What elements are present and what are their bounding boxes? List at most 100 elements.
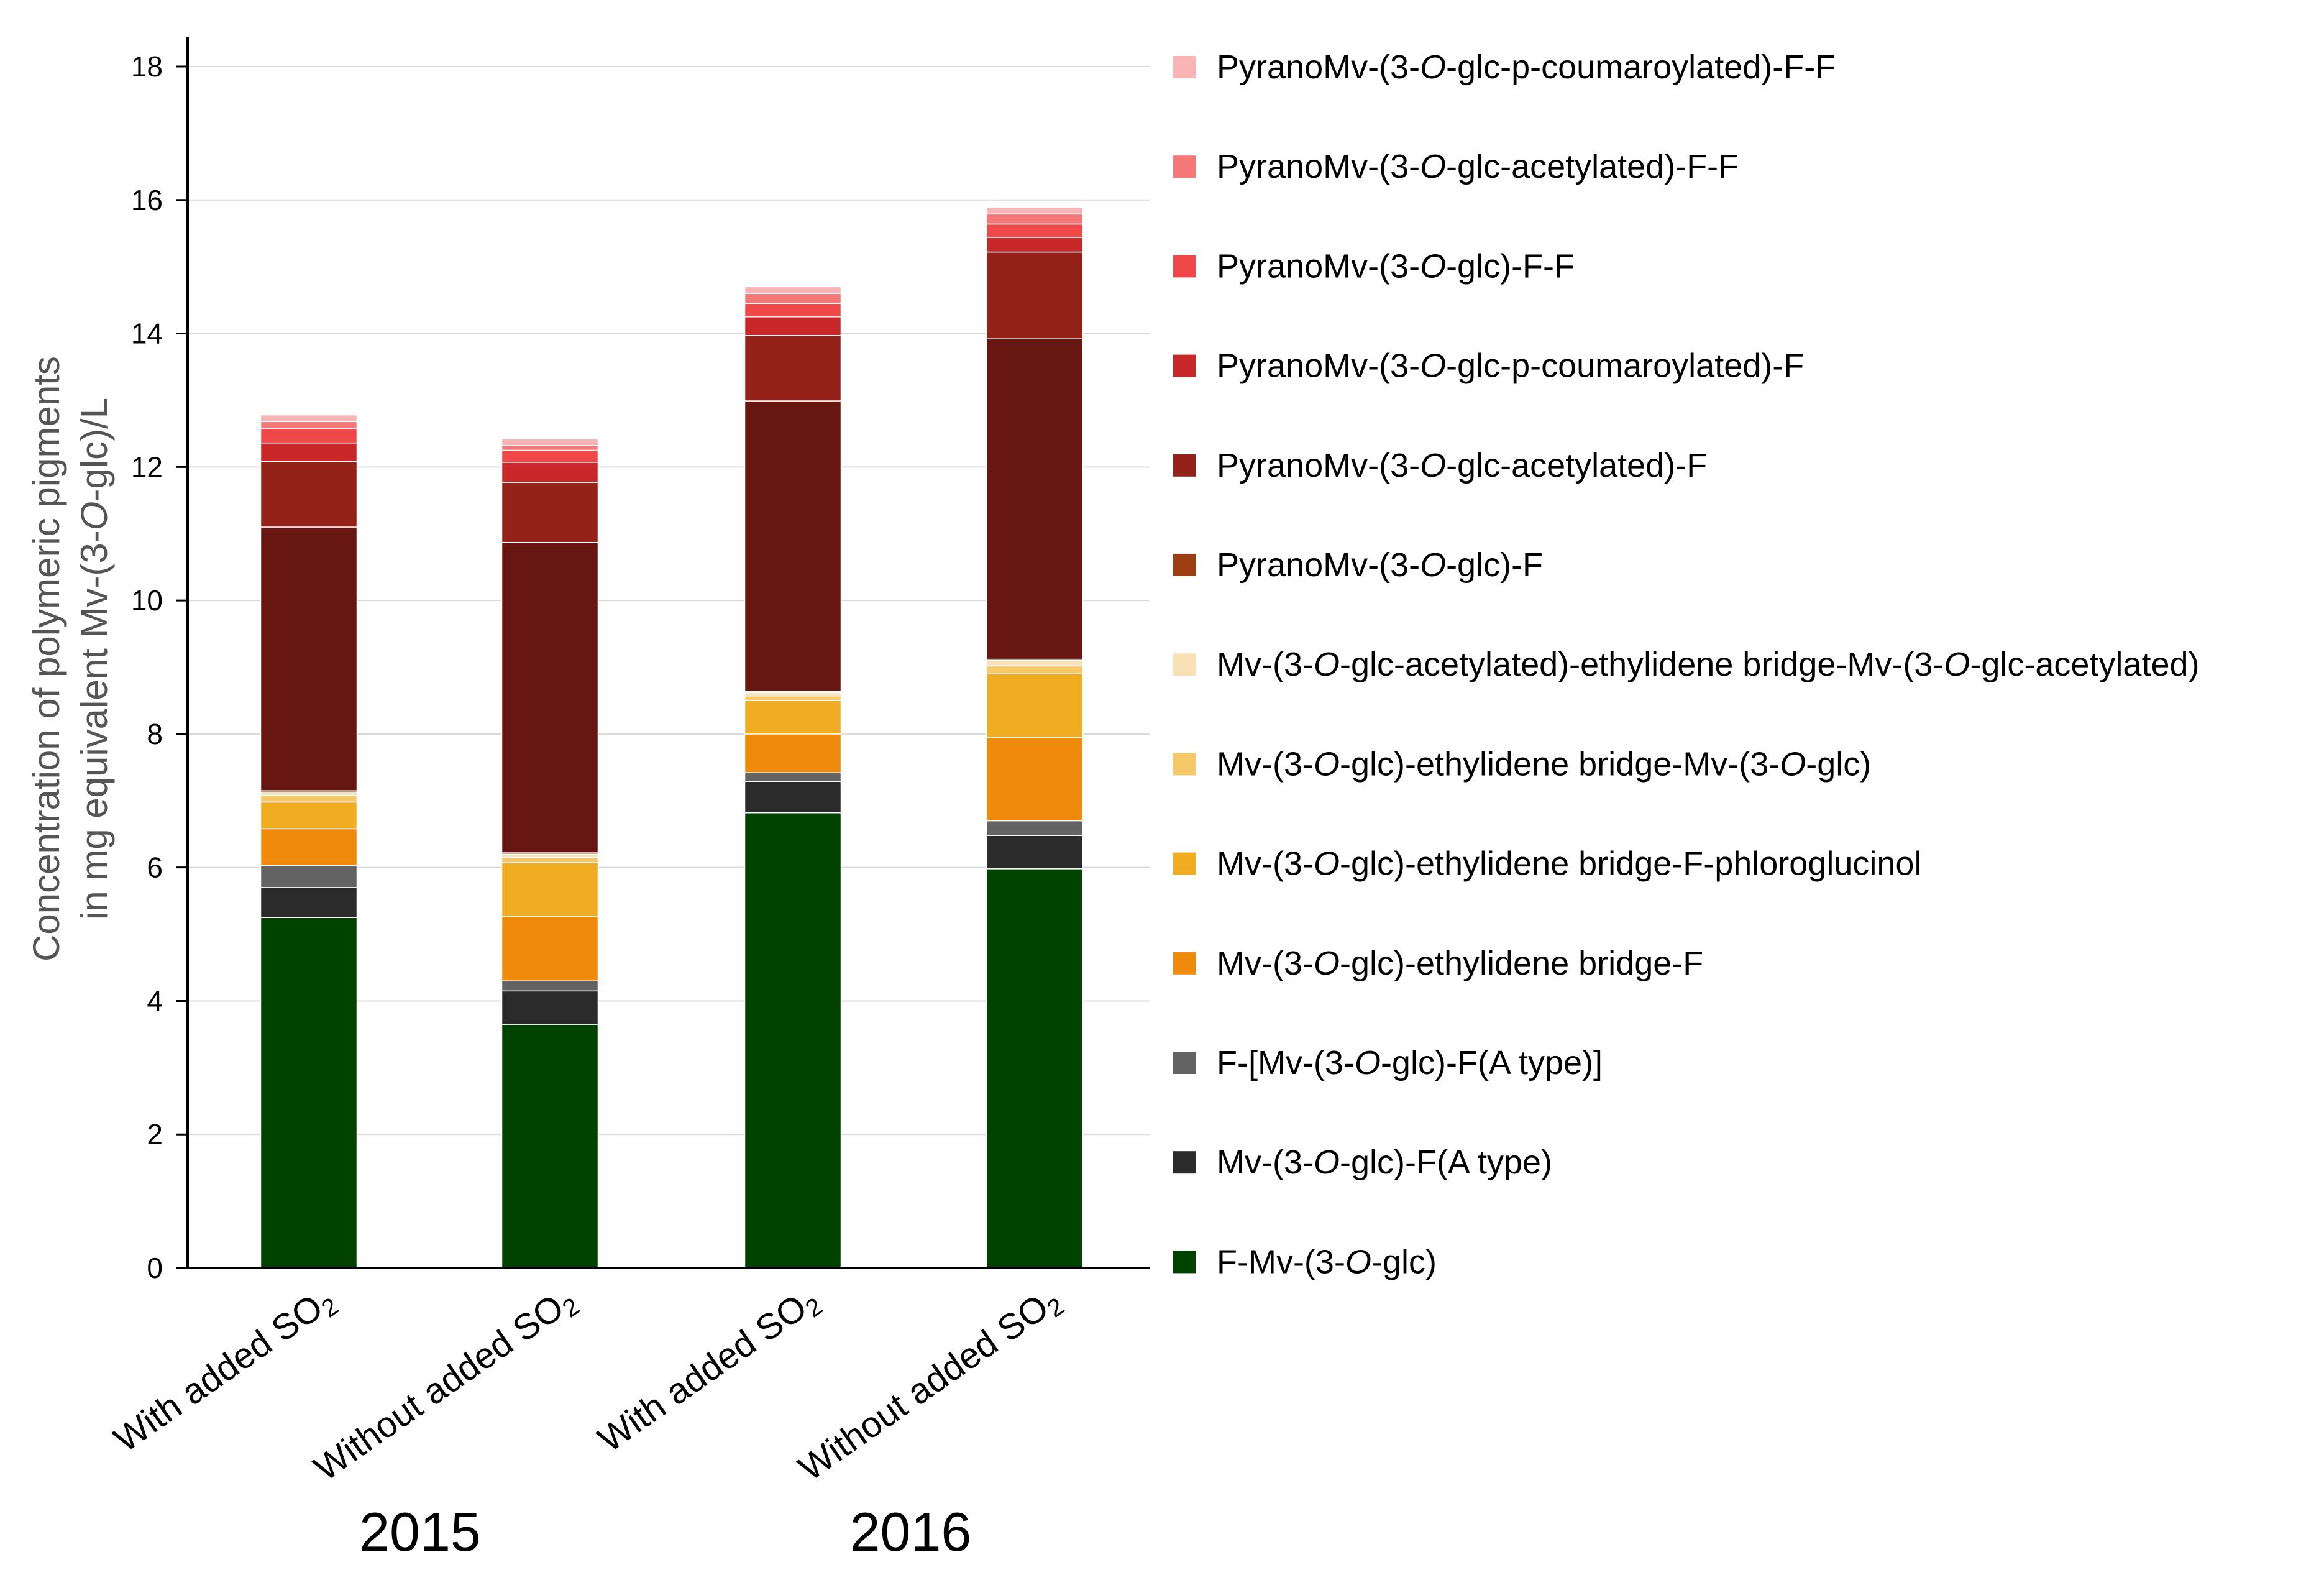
legend-label: PyranoMv-(3-O-glc-p-coumaroylated)-F-F xyxy=(1217,48,1836,86)
legend-label: Mv-(3-O-glc)-ethylidene bridge-F xyxy=(1217,945,1703,982)
bar-segment xyxy=(260,828,358,866)
y-tick-label: 8 xyxy=(147,718,163,750)
bar-segment xyxy=(986,820,1084,836)
bar-segment xyxy=(744,772,842,782)
legend-swatch xyxy=(1173,354,1196,377)
bar-segment xyxy=(986,206,1084,215)
bar-segment xyxy=(260,794,358,803)
bar-stack xyxy=(501,438,599,1269)
legend-item: PyranoMv-(3-O-glc-p-coumaroylated)-F xyxy=(1173,347,1804,385)
x-tick-label: Without added SO2 xyxy=(792,1279,1069,1492)
y-tick-label: 6 xyxy=(147,852,163,884)
legend-swatch xyxy=(1173,56,1196,78)
bar-segment xyxy=(260,865,358,888)
bar-segment xyxy=(986,223,1084,238)
bar-segment xyxy=(744,316,842,336)
legend-swatch xyxy=(1173,454,1196,477)
legend-swatch xyxy=(1173,753,1196,776)
y-tick-label: 0 xyxy=(147,1252,163,1284)
legend-item: F-Mv-(3-O-glc) xyxy=(1173,1243,1437,1280)
bar-segment xyxy=(744,400,842,692)
bar-segment xyxy=(260,442,358,462)
legend-swatch xyxy=(1173,653,1196,676)
bar-stack xyxy=(986,206,1084,1269)
legend-swatch xyxy=(1173,255,1196,278)
x-tick-label: Without added SO2 xyxy=(307,1279,585,1492)
legend-item: PyranoMv-(3-O-glc)-F-F xyxy=(1173,247,1575,285)
bar-segment xyxy=(744,335,842,402)
bar-segment xyxy=(744,303,842,318)
bar-segment xyxy=(986,660,1084,667)
y-tick-label: 18 xyxy=(131,50,163,83)
y-axis-label: Concentration of polymeric pigments in mg… xyxy=(25,356,115,962)
legend-item: Mv-(3-O-glc)-ethylidene bridge-F-phlorog… xyxy=(1173,845,1921,883)
bar-segment xyxy=(744,812,842,1269)
bar-segment xyxy=(501,856,599,863)
legend-label: PyranoMv-(3-O-glc)-F-F xyxy=(1217,247,1575,285)
legend-item: PyranoMv-(3-O-glc)-F xyxy=(1173,546,1543,584)
legend-label: PyranoMv-(3-O-glc-acetylated)-F xyxy=(1217,447,1707,484)
y-tick-label: 16 xyxy=(131,184,163,216)
legend-item: PyranoMv-(3-O-glc-p-coumaroylated)-F-F xyxy=(1173,48,1836,86)
legend-swatch xyxy=(1173,852,1196,875)
legend-item: Mv-(3-O-glc)-ethylidene bridge-F xyxy=(1173,945,1703,982)
bar-segment xyxy=(501,1024,599,1269)
legend-swatch xyxy=(1173,1052,1196,1074)
legend-item: PyranoMv-(3-O-glc-acetylated)-F xyxy=(1173,447,1707,484)
bar-segment xyxy=(986,251,1084,339)
y-tick-label: 14 xyxy=(131,318,163,350)
group-label: 2015 xyxy=(359,1501,481,1563)
legend-label: PyranoMv-(3-O-glc)-F xyxy=(1217,546,1543,584)
group-label: 2016 xyxy=(850,1501,972,1563)
y-tick-label: 2 xyxy=(147,1118,163,1150)
bar-stack xyxy=(744,286,842,1269)
group-labels: 2015 2016 xyxy=(359,1501,971,1563)
bar-segment xyxy=(501,916,599,981)
x-tick-label: With added SO2 xyxy=(591,1279,828,1463)
legend-item: Mv-(3-O-glc)-ethylidene bridge-Mv-(3-O-g… xyxy=(1173,745,1871,783)
legend-label: PyranoMv-(3-O-glc-acetylated)-F-F xyxy=(1217,148,1739,185)
legend-swatch xyxy=(1173,155,1196,178)
y-axis-label-line2: in mg equivalent Mv-(3-O-glc)/L xyxy=(73,398,115,920)
bar-segment xyxy=(260,917,358,1269)
bar-segment xyxy=(986,237,1084,253)
legend-label: Mv-(3-O-glc-acetylated)-ethylidene bridg… xyxy=(1217,646,2200,683)
legend-label: F-[Mv-(3-O-glc)-F(A type)] xyxy=(1217,1044,1603,1081)
y-tick-labels: 0 2 4 6 8 10 12 14 16 18 xyxy=(131,50,163,1284)
bar-segment xyxy=(501,438,599,446)
bar-segment xyxy=(501,449,599,463)
bar-segment xyxy=(260,421,358,429)
bar-segment xyxy=(744,733,842,773)
bar-segment xyxy=(986,835,1084,870)
bar-segment xyxy=(986,213,1084,225)
axes xyxy=(176,37,1150,1269)
bar-segment xyxy=(986,868,1084,1269)
legend-label: Mv-(3-O-glc)-ethylidene bridge-Mv-(3-O-g… xyxy=(1217,745,1871,783)
bar-segment xyxy=(744,293,842,304)
bar-segment xyxy=(501,541,599,853)
bar-segment xyxy=(744,692,842,697)
bar-segment xyxy=(501,445,599,451)
legend-item: PyranoMv-(3-O-glc-acetylated)-F-F xyxy=(1173,148,1739,185)
legend-swatch xyxy=(1173,952,1196,975)
legend-item: F-[Mv-(3-O-glc)-F(A type)] xyxy=(1173,1044,1603,1081)
bar-segment xyxy=(501,862,599,917)
bar-segment xyxy=(744,286,842,294)
bar-segment xyxy=(260,461,358,528)
bar-segment xyxy=(260,526,358,791)
bar-segment xyxy=(501,853,599,858)
legend-swatch xyxy=(1173,1151,1196,1174)
legend-label: F-Mv-(3-O-glc) xyxy=(1217,1243,1437,1280)
bar-segment xyxy=(501,980,599,992)
bar-segment xyxy=(501,990,599,1025)
bar-segment xyxy=(260,414,358,423)
legend-label: Mv-(3-O-glc)-F(A type) xyxy=(1217,1144,1552,1181)
bar-segment xyxy=(986,673,1084,738)
y-axis-label-line1: Concentration of polymeric pigments xyxy=(25,356,67,962)
bar-segment xyxy=(260,428,358,444)
bar-stack xyxy=(260,414,358,1269)
legend-swatch xyxy=(1173,1251,1196,1274)
bar-segment xyxy=(260,791,358,796)
legend-item: Mv-(3-O-glc)-F(A type) xyxy=(1173,1144,1552,1181)
